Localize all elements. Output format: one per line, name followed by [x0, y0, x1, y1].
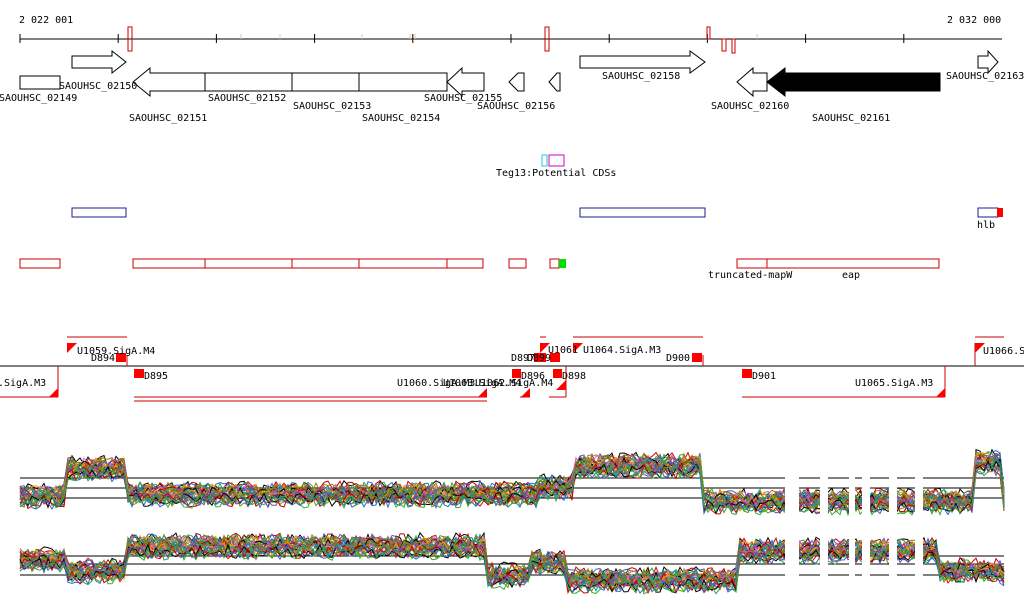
tss-labels: U1059.SigA.M4 D894 D895 U1060.SigA.M3 U1… [0, 345, 1024, 389]
tss-label: D901 [752, 371, 776, 382]
gene-saouhsc-02157[interactable] [548, 72, 561, 92]
tss-track[interactable]: U1059.SigA.M4 D894 D895 U1060.SigA.M3 U1… [0, 336, 1024, 402]
gene-saouhsc-02156[interactable] [508, 72, 525, 92]
potential-cds-box[interactable] [541, 154, 548, 167]
gene-label: SAOUHSC_02151 [129, 113, 207, 124]
gene-saouhsc-02151[interactable] [132, 66, 206, 98]
tss-label: .SigA.M3 [0, 378, 46, 389]
feature-box[interactable] [132, 258, 484, 269]
tss-label: U1064.SigA.M3 [583, 345, 661, 356]
feature-track-blue[interactable] [71, 207, 999, 218]
tss-label: U1063.SigA.M4 [443, 378, 521, 389]
ruler-start-label: 2 022 001 [19, 15, 73, 26]
feature-box[interactable] [549, 258, 560, 269]
tss-label: U1065.SigA.M3 [855, 378, 933, 389]
feature-track-red[interactable] [19, 258, 940, 269]
tss-label: U1066.S [983, 346, 1024, 357]
hlb-marker [997, 208, 1003, 217]
gene-label: SAOUHSC_02163 [946, 71, 1024, 82]
tss-label: D894 [91, 353, 115, 364]
potential-cds-box[interactable] [548, 154, 565, 167]
feature-box[interactable] [71, 207, 127, 218]
potential-cds-track[interactable]: Teg13:Potential CDSs [496, 154, 616, 179]
gene-label: SAOUHSC_02153 [293, 101, 371, 112]
gene-label: SAOUHSC_02152 [208, 93, 286, 104]
ruler-red-markers [127, 26, 736, 54]
feature-box[interactable] [19, 258, 61, 269]
tss-label: D895 [144, 371, 168, 382]
tss-label: D896 [521, 371, 545, 382]
gene-label: SAOUHSC_02154 [362, 113, 440, 124]
expression-track-top[interactable] [19, 445, 1005, 520]
feature-box[interactable] [579, 207, 706, 218]
tss-label: D900 [666, 353, 690, 364]
gene-saouhsc-02150[interactable] [71, 49, 127, 75]
tss-label: U1062.SigA.M4 [475, 378, 553, 389]
tss-label: U1059.SigA.M4 [77, 346, 155, 357]
potential-cds-label: Teg13:Potential CDSs [496, 168, 616, 179]
feature-box-hlb[interactable] [977, 207, 999, 218]
gene-label: SAOUHSC_02149 [0, 93, 77, 104]
feature-label-eap: eap [842, 270, 860, 281]
gene-label: SAOUHSC_02158 [602, 71, 680, 82]
gene-saouhsc-02160[interactable] [736, 66, 768, 98]
gene-saouhsc-02149[interactable] [19, 75, 61, 90]
gene-saouhsc-02163[interactable] [977, 49, 999, 75]
tss-label: D897 [511, 353, 535, 364]
gene-track[interactable] [19, 49, 999, 98]
gene-label: SAOUHSC_02161 [812, 113, 890, 124]
feature-box[interactable] [508, 258, 527, 269]
tss-label: D898 [562, 371, 586, 382]
gene-label: SAOUHSC_02156 [477, 101, 555, 112]
ruler-end-label: 2 032 000 [947, 15, 1001, 26]
gene-saouhsc-02155[interactable] [446, 66, 485, 98]
gene-labels: SAOUHSC_02149 SAOUHSC_02150 SAOUHSC_0215… [0, 71, 1024, 124]
gene-saouhsc-02161[interactable] [766, 66, 941, 98]
gene-saouhsc-02154[interactable] [358, 72, 448, 92]
gene-saouhsc-02158[interactable] [579, 50, 706, 74]
green-feature-block [559, 259, 566, 268]
expression-track-bottom[interactable] [19, 530, 1005, 595]
gene-saouhsc-02152[interactable] [204, 72, 293, 92]
gene-label: SAOUHSC_02150 [59, 81, 137, 92]
gene-label: SAOUHSC_02155 [424, 93, 502, 104]
tss-label: U1061 [548, 345, 578, 356]
gene-saouhsc-02153[interactable] [291, 72, 360, 92]
feature-box[interactable] [736, 258, 940, 269]
gene-label: SAOUHSC_02160 [711, 101, 789, 112]
tss-label: U1060.SigA.M3 [397, 378, 475, 389]
feature-label-truncated-mapw: truncated-mapW [708, 270, 793, 281]
tss-label: D899 [527, 353, 551, 364]
coordinate-ruler: 2 022 001 2 032 000 [19, 15, 1002, 54]
feature-label-hlb: hlb [977, 220, 995, 231]
